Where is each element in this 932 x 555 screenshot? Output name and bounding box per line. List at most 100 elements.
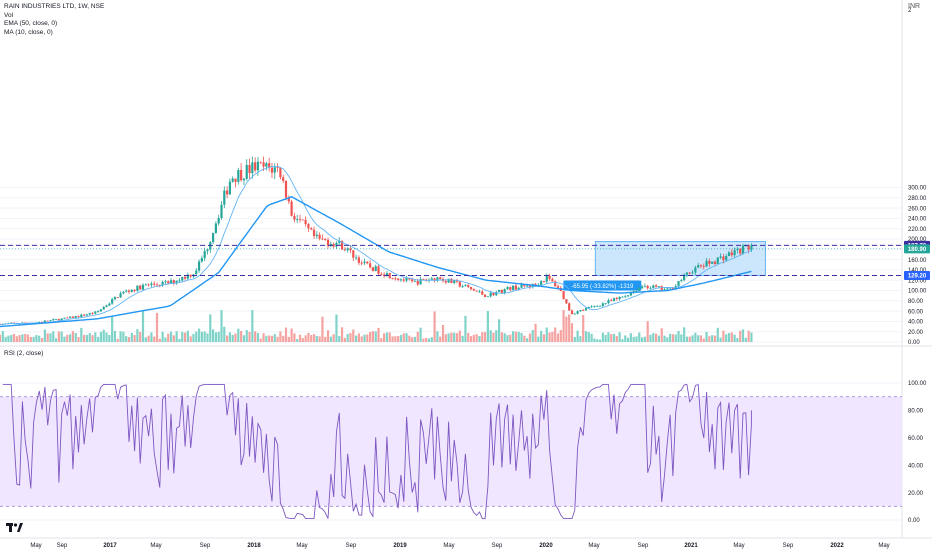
volume-bar <box>54 338 58 342</box>
candle-body <box>158 284 161 286</box>
volume-bar <box>307 332 310 342</box>
volume-bar <box>646 321 649 342</box>
candle-body <box>57 319 60 321</box>
rsi-tick-label: 80.00 <box>908 409 924 415</box>
volume-bar <box>736 337 739 342</box>
volume-bar <box>540 330 543 342</box>
volume-bar <box>500 332 503 342</box>
candle-body <box>430 278 433 280</box>
volume-bar <box>200 331 203 342</box>
volume-bar <box>175 331 178 342</box>
range-measure-box[interactable] <box>594 241 766 276</box>
volume-bar <box>29 336 32 342</box>
candle-body <box>312 229 316 236</box>
volume-bar <box>343 337 346 342</box>
volume-bar <box>223 326 226 342</box>
volume-bar <box>537 336 540 342</box>
candle-body <box>279 167 282 178</box>
candle-body <box>472 289 475 291</box>
volume-bar <box>301 338 304 342</box>
volume-bar <box>46 333 49 342</box>
volume-bar <box>713 335 717 342</box>
volume-bar <box>32 336 35 342</box>
range-measure-label: -65.95 (-33.82%) -1319 <box>571 284 634 290</box>
candle-body <box>228 181 232 195</box>
volume-bar <box>520 332 523 342</box>
volume-bar <box>245 330 248 342</box>
volume-bar <box>621 339 624 342</box>
candle-body <box>691 272 694 274</box>
candle-body <box>276 167 279 169</box>
candle-body <box>413 280 417 282</box>
candle-body <box>167 281 170 284</box>
candle-body <box>371 267 375 271</box>
volume-bar <box>21 334 24 342</box>
candle-body <box>68 316 72 318</box>
volume-bar <box>652 333 655 342</box>
candle-body <box>542 281 546 282</box>
candle-body <box>475 290 478 292</box>
volume-bar <box>254 331 257 342</box>
volume-bar <box>383 333 386 342</box>
volume-bar <box>290 328 293 342</box>
volume-bar <box>259 338 262 342</box>
volume-bar <box>360 336 363 342</box>
horizontal-levels[interactable] <box>0 244 902 276</box>
candle-body <box>270 167 274 173</box>
volume-bar <box>329 336 332 342</box>
volume-bar <box>545 327 548 342</box>
volume-bar <box>57 331 60 342</box>
volume-bar <box>512 331 515 342</box>
ma-indicator-label[interactable]: MA (10, close, 0) <box>4 28 53 36</box>
volume-bar <box>321 316 324 342</box>
candle-body <box>108 303 111 306</box>
candle-body <box>88 313 91 315</box>
rsi-indicator-label[interactable]: RSI (2, close) <box>4 350 44 357</box>
candle-body <box>713 261 717 265</box>
price-tick-label: 300.00 <box>908 186 927 192</box>
volume-bar <box>425 338 428 342</box>
candle-body <box>517 287 520 290</box>
time-axis-month-label: Sep <box>492 543 503 549</box>
volume-bar <box>444 334 447 342</box>
volume-indicator-label[interactable]: Vol <box>4 11 14 19</box>
volume-bar <box>604 334 607 342</box>
volume-bar <box>699 335 703 342</box>
candle-body <box>71 316 74 318</box>
volume-bar <box>615 336 618 342</box>
candle-body <box>562 291 565 300</box>
candle-body <box>125 290 128 292</box>
time-axis-month-label: May <box>733 543 744 549</box>
candle-body <box>346 248 349 251</box>
candle-body <box>565 299 568 304</box>
volume-bar <box>481 332 484 342</box>
candle-body <box>733 250 736 256</box>
volume-bar <box>318 336 321 342</box>
volume-bar <box>18 335 21 342</box>
candle-body <box>265 163 268 167</box>
volume-bar <box>139 332 142 342</box>
candle-body <box>568 303 571 311</box>
candle-body <box>200 258 203 262</box>
candle-body <box>394 278 397 280</box>
volume-bar <box>326 330 330 342</box>
candle-body <box>273 167 276 173</box>
price-tick-label: 120.00 <box>908 278 927 284</box>
volume-bar <box>147 335 150 342</box>
volume-bar <box>722 330 725 342</box>
price-tick-label: 160.00 <box>908 258 927 264</box>
candle-body <box>245 164 248 179</box>
candle-body <box>380 273 383 275</box>
volume-bar <box>397 336 400 342</box>
volume-bar <box>618 332 621 342</box>
volume-bar <box>293 333 296 342</box>
volume-bar <box>158 338 161 342</box>
candle-body <box>727 252 731 257</box>
ema-indicator-label[interactable]: EMA (50, close, 0) <box>4 20 58 27</box>
candle-body <box>284 180 288 198</box>
candle-body <box>683 274 686 281</box>
volume-bar <box>49 333 52 342</box>
symbol-title[interactable]: RAIN INDUSTRIES LTD, 1W, NSE <box>4 3 105 10</box>
